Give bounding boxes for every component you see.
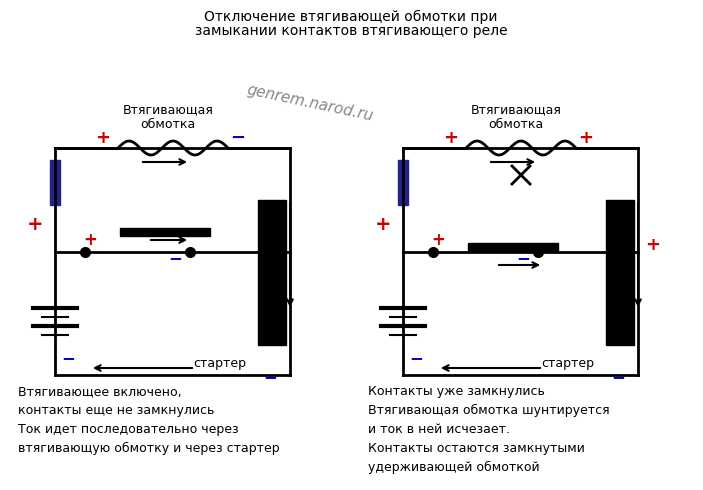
Text: −: − xyxy=(409,349,423,367)
Bar xyxy=(398,160,408,205)
Text: стартер: стартер xyxy=(541,357,595,370)
Text: +: + xyxy=(431,231,445,249)
Bar xyxy=(50,160,60,205)
Text: замыкании контактов втягивающего реле: замыкании контактов втягивающего реле xyxy=(195,24,508,38)
Text: +: + xyxy=(27,216,44,235)
Bar xyxy=(258,200,286,345)
Text: +: + xyxy=(96,129,110,147)
Text: Втягивающая
обмотка: Втягивающая обмотка xyxy=(470,103,562,131)
Text: +: + xyxy=(444,129,458,147)
Text: −: − xyxy=(516,249,530,267)
Text: стартер: стартер xyxy=(193,357,247,370)
Text: −: − xyxy=(168,249,182,267)
Text: +: + xyxy=(375,216,392,235)
Text: +: + xyxy=(83,231,97,249)
Text: Отключение втягивающей обмотки при: Отключение втягивающей обмотки при xyxy=(205,10,498,24)
Bar xyxy=(120,228,210,236)
Text: −: − xyxy=(611,368,625,386)
Text: +: + xyxy=(645,236,661,254)
Text: −: − xyxy=(263,368,277,386)
Text: Втягивающая
обмотка: Втягивающая обмотка xyxy=(122,103,214,131)
Text: genrem.narod.ru: genrem.narod.ru xyxy=(245,82,375,123)
Text: +: + xyxy=(579,129,593,147)
Text: Втягивающее включено,
контакты еще не замкнулись
Ток идет последовательно через
: Втягивающее включено, контакты еще не за… xyxy=(18,385,280,455)
Bar xyxy=(468,243,558,251)
Text: −: − xyxy=(61,349,75,367)
Text: −: − xyxy=(231,129,245,147)
Text: Контакты уже замкнулись
Втягивающая обмотка шунтируется
и ток в ней исчезает.
Ко: Контакты уже замкнулись Втягивающая обмо… xyxy=(368,385,610,474)
Bar xyxy=(606,200,634,345)
